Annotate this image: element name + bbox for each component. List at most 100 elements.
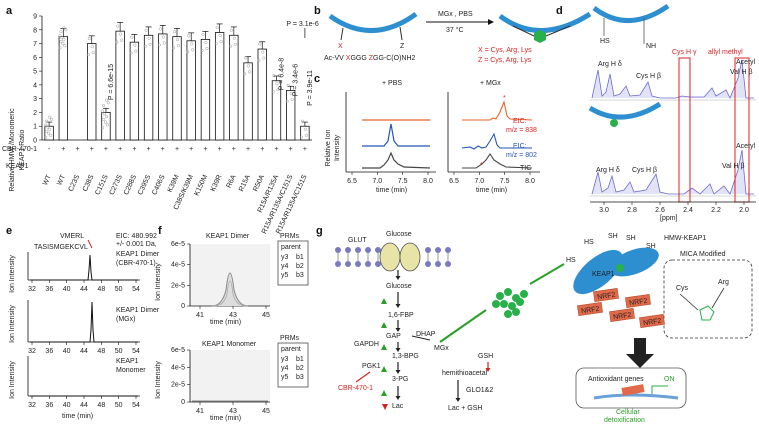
panel-c-ylabel-1: Relative Ion — [325, 129, 332, 166]
panel-c-left-title: + PBS — [382, 80, 402, 87]
a-category-label: C273S — [109, 174, 125, 197]
gsh-label: GSH — [478, 353, 493, 360]
panel-f-legend-1: PRMs parent y3 b1 y4 b2 y5 b3 — [277, 233, 309, 286]
hs-2: HS — [584, 239, 594, 246]
c-xtick-label: 7.0 — [372, 178, 382, 185]
pbs-eic-802-trace — [362, 123, 430, 147]
peptide-seq-mid: GGG — [350, 55, 368, 62]
membrane-head — [445, 261, 451, 267]
panel-a-row1-label: CBR-470-1 — [2, 146, 37, 153]
svg-text:HS: HS — [600, 38, 610, 45]
a-category-label: C288S — [123, 174, 139, 197]
a-ytick-label: 0 — [33, 138, 37, 145]
pathway-arrowhead — [395, 328, 401, 332]
f-xtick-label: 41 — [196, 408, 204, 415]
a-dot — [286, 83, 290, 87]
down-arrow-red — [382, 404, 388, 410]
mica-label: MICA Modified — [680, 251, 726, 258]
a-pvalue: P = 3.4e-6 — [293, 64, 300, 96]
membrane-head — [335, 247, 341, 253]
panel-e-ylabel-3: Ion Intensity — [9, 361, 16, 399]
panel-e-xlabel: time (min) — [62, 413, 93, 420]
a-dot — [44, 123, 48, 127]
a-sign: - — [48, 146, 51, 153]
a-ytick-label: 8 — [33, 27, 37, 34]
peptide-backbone-right — [498, 11, 592, 33]
dhap-label: DHAP — [416, 331, 436, 338]
membrane-head — [365, 247, 371, 253]
a-sign: + — [274, 146, 278, 153]
sh-2: SH — [626, 235, 636, 242]
nrf2-boxes: NRF2 NRF2 NRF2 NRF2 NRF2 — [577, 288, 665, 328]
a-dot — [243, 72, 247, 76]
membrane-head — [335, 261, 341, 267]
x-definition: X = Cys, Arg, Lys — [478, 47, 532, 54]
panel-a-pvalues: P = 6.6e-15 P = 3.1e-6 P = 6.4e-8 P = 3.4e-… — [108, 21, 319, 106]
hemi-label: hemithioacetal — [442, 370, 488, 377]
nrf2-box — [577, 302, 603, 316]
z-definition: Z = Cys, Arg, Lys — [478, 57, 532, 64]
e-xtick-label: 48 — [97, 348, 105, 355]
a-dot — [101, 117, 106, 121]
a-bar — [229, 34, 239, 141]
e-trace-mgx — [30, 301, 138, 343]
panel-e-trace2: KEAP1 Dimer — [116, 307, 160, 314]
a-category-label: R15A — [238, 174, 252, 193]
a-dot — [175, 38, 180, 42]
gap-label: GAP — [386, 333, 401, 340]
a-sign: + — [189, 146, 193, 153]
panel-f-letter: f — [158, 225, 162, 237]
panel-c-xlabel-left: time (min) — [376, 187, 407, 194]
f-xtick-label: 45 — [262, 408, 270, 415]
a-dot — [205, 46, 209, 50]
a-sign: + — [75, 146, 79, 153]
panel-f: f KEAP1 Dimer KEAP1 Monomer 6e-5 4e-5 2e-5… — [155, 225, 309, 422]
a-dot — [46, 125, 50, 129]
a-ytick-label: 5 — [33, 69, 37, 76]
a-dot — [204, 40, 208, 44]
panel-c-right-title: + MGx — [480, 80, 501, 87]
a-dot — [130, 35, 134, 39]
a-pvalue: P = 3.9e-11 — [307, 70, 314, 106]
panel-a-ylabel-1: Relative HMW /Monomeric — [9, 108, 16, 192]
f-ytick-label: 0 — [181, 303, 185, 310]
f-ytick-label: 2e-5 — [171, 382, 185, 389]
mica-box — [663, 259, 753, 339]
nmr-spectrum-2 — [591, 149, 754, 195]
a-sign: + — [132, 146, 136, 153]
f-legend-box — [277, 240, 309, 286]
a-dot — [247, 70, 252, 74]
a-category-label: C151S — [94, 174, 110, 197]
panel-a-ylabel-2: KEAP1 Ratio — [19, 129, 26, 170]
a-dot — [64, 28, 68, 32]
a-bar — [129, 41, 140, 141]
panel-c-xlabel-right: time (min) — [476, 187, 507, 194]
peptide-x-label: X — [338, 43, 343, 50]
panel-e-letter: e — [6, 225, 12, 237]
label-val-h-beta-1: Val H β — [730, 69, 753, 76]
a-dot — [90, 45, 94, 49]
a-bar — [158, 33, 168, 141]
a-dot — [87, 36, 91, 41]
pathway-arrows — [355, 263, 565, 410]
cys-h-gamma-box — [678, 57, 691, 203]
a-dot — [272, 74, 276, 78]
svg-text:Ac-VV XGGG ZGG-C(O)NH2: Ac-VV XGGG ZGG-C(O)NH2 — [324, 55, 416, 62]
a-ytick-label: 6 — [33, 55, 37, 62]
mgx-star-2: * — [480, 162, 483, 169]
panel-f-ticks: 6e-5 4e-5 2e-5 0 41 43 45 6e-5 4e-5 2e-5 0 41 43 45 — [171, 241, 270, 415]
membrane-head — [355, 247, 361, 253]
lacgsh-label: Lac + GSH — [448, 405, 482, 412]
a-dot — [191, 48, 195, 52]
e-xtick-label: 40 — [63, 286, 71, 293]
a-sign: + — [175, 146, 179, 153]
bpg-label: 1,3-BPG — [392, 353, 419, 360]
a-dot — [229, 28, 233, 32]
big-down-arrow — [626, 338, 654, 368]
f-prms-label: PRMs — [280, 335, 300, 342]
cbr-label: CBR-470-1 — [338, 385, 373, 392]
panel-a-letter: a — [6, 5, 13, 17]
nrf2-box — [609, 308, 635, 322]
panel-f-xlabel-2: time (min) — [210, 415, 241, 422]
